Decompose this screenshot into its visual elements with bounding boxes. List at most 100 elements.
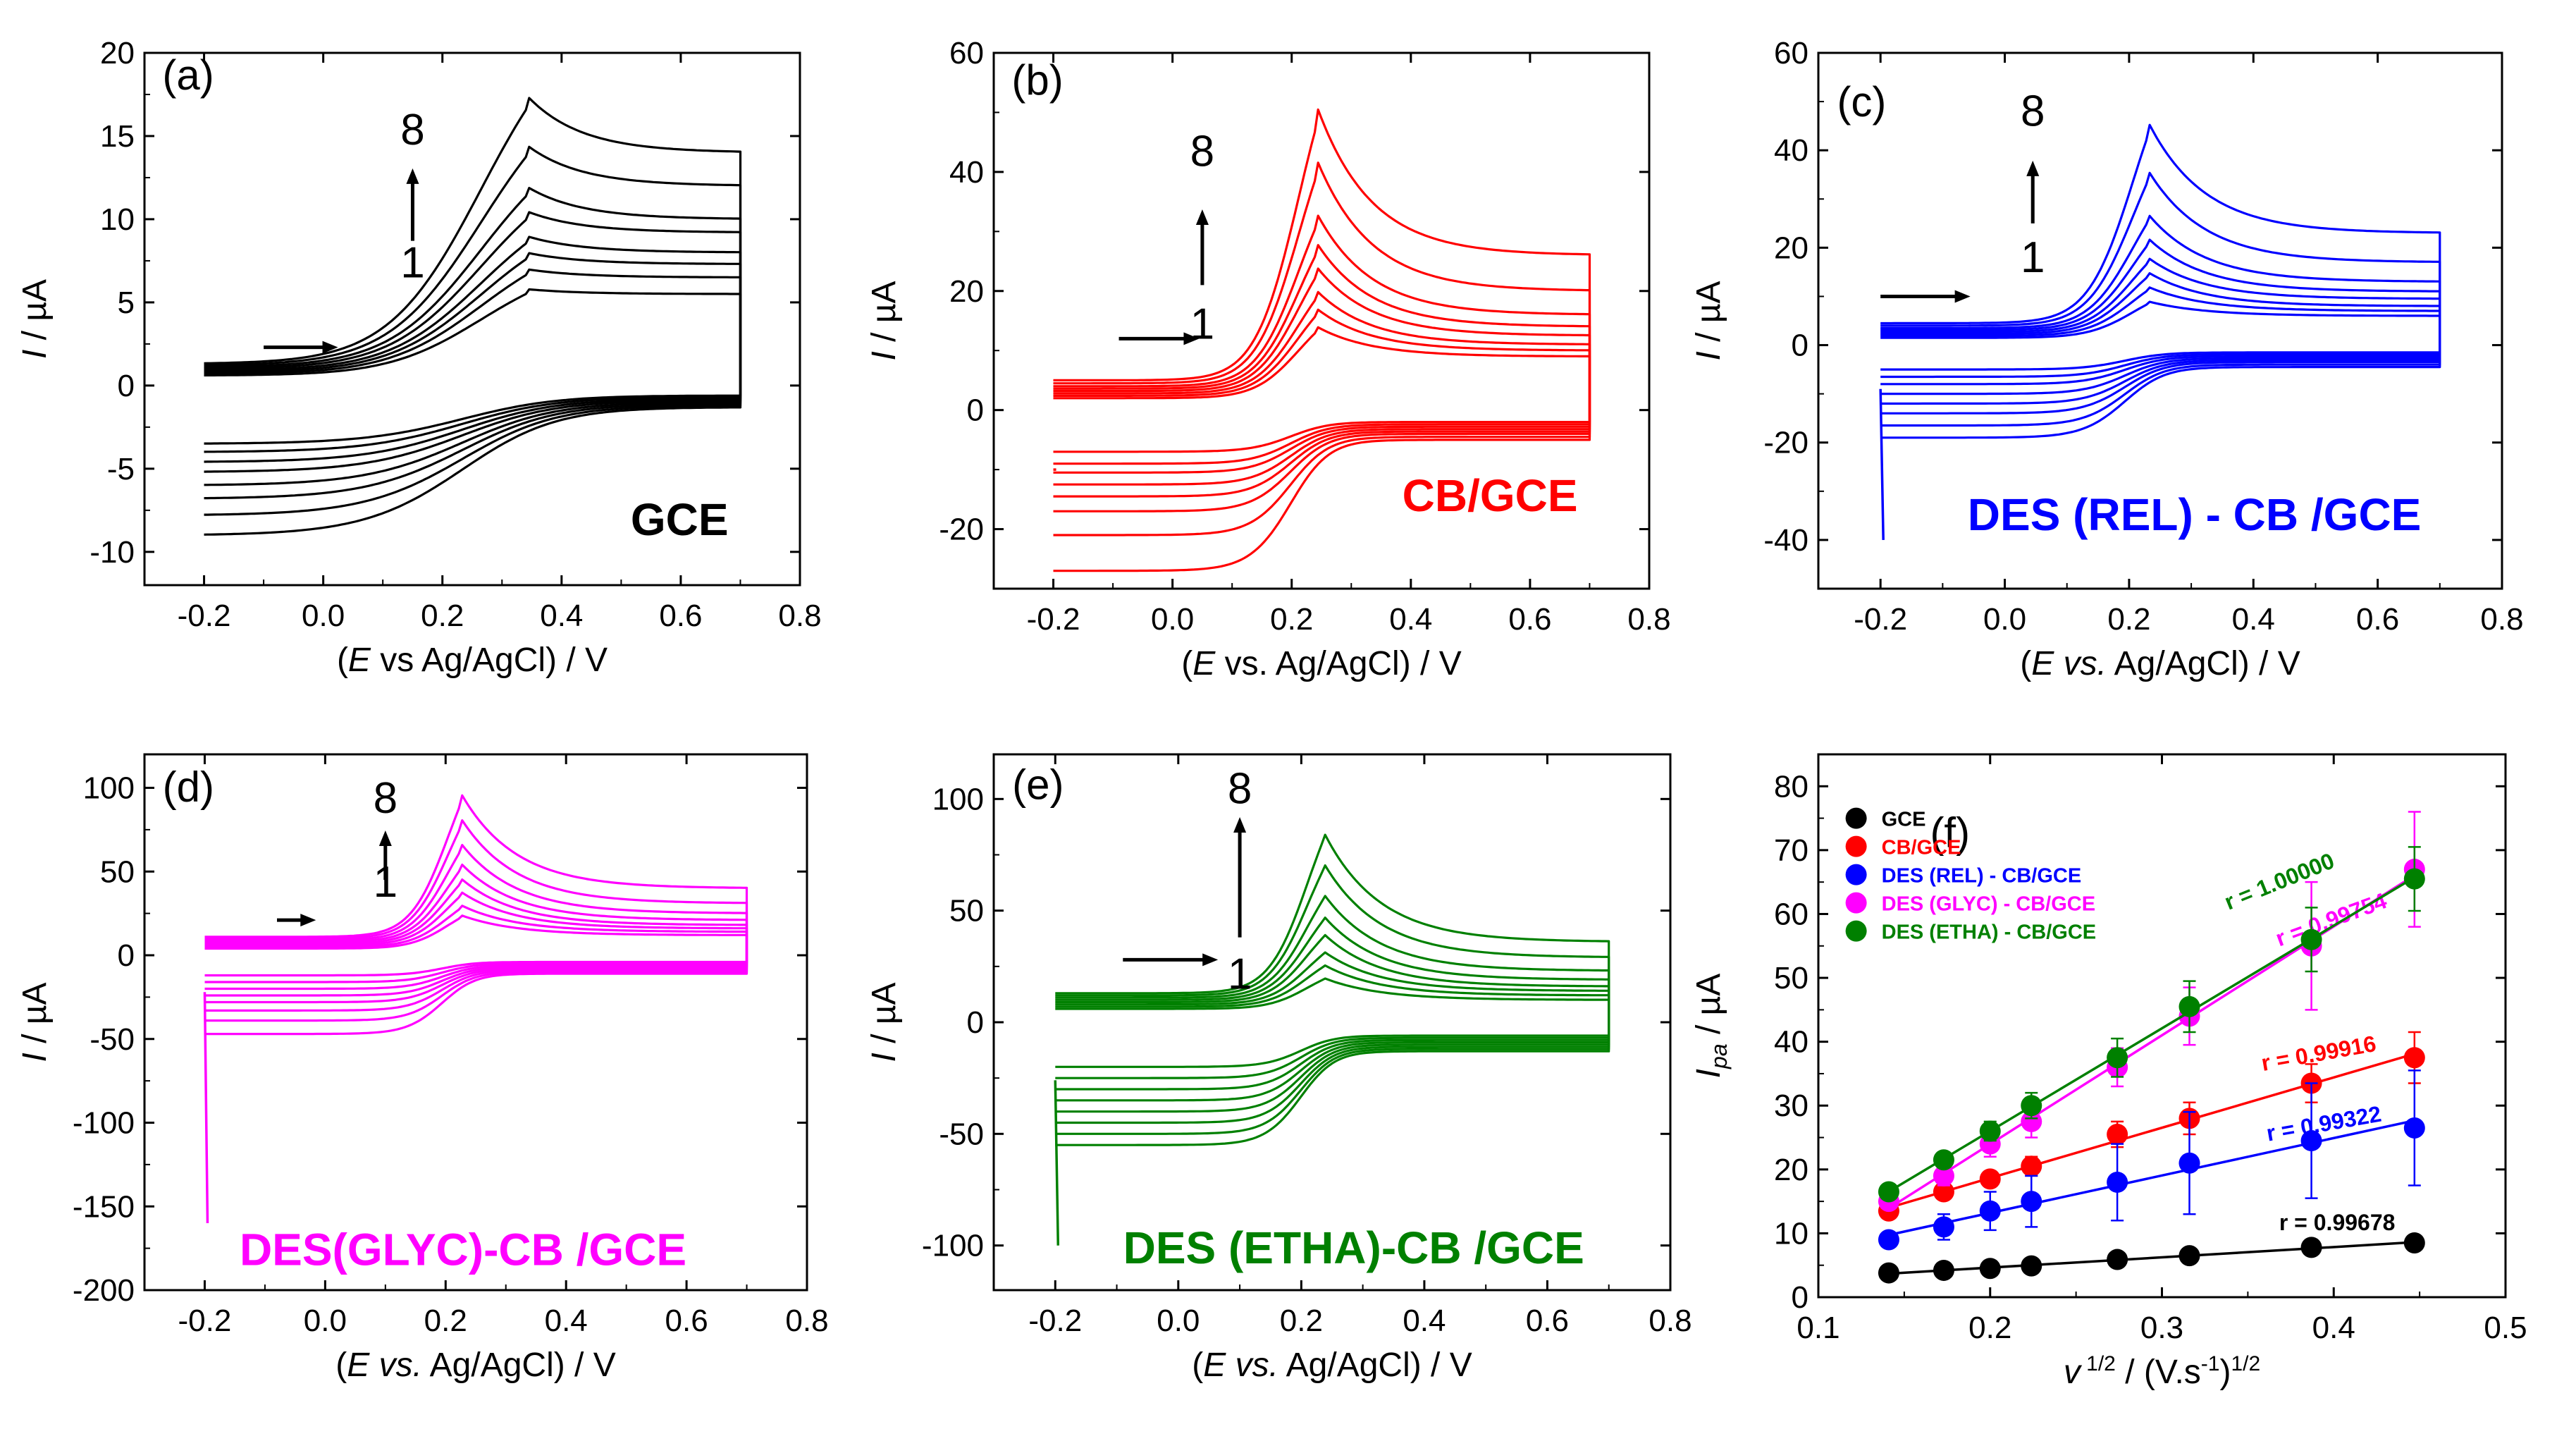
data-point xyxy=(1933,1149,1954,1171)
scan-label-low: 1 xyxy=(400,239,424,288)
data-point xyxy=(1979,1120,2001,1142)
data-point xyxy=(2403,1047,2425,1069)
legend-marker xyxy=(1845,920,1867,942)
scan-arrow-up-head xyxy=(1233,817,1247,833)
y-tick-label: 100 xyxy=(932,782,984,816)
x-axis-label-part: vs. xyxy=(2064,645,2107,682)
x-tick-label: 0.4 xyxy=(1389,602,1432,637)
x-tick-label: 0.6 xyxy=(659,599,702,633)
y-tick-label: 20 xyxy=(100,36,135,70)
cv-curves xyxy=(1054,833,1610,1246)
scan-arrow-up-head xyxy=(406,168,419,184)
fit-line xyxy=(1888,1119,2415,1237)
scan-label-low: 1 xyxy=(1228,950,1252,999)
x-axis-label-part: ( xyxy=(2020,645,2031,682)
electrode-title: CB/GCE xyxy=(1403,470,1578,521)
cv-curves xyxy=(204,97,742,536)
y-axis-label-part: / µA xyxy=(865,982,903,1053)
y-tick-label: 40 xyxy=(1774,1025,1808,1060)
x-axis-label-part: ( xyxy=(1181,645,1193,682)
x-tick-label: 0.2 xyxy=(2107,602,2150,637)
y-tick-label: 60 xyxy=(949,36,984,70)
data-point xyxy=(1933,1216,1954,1238)
cv-start-spike xyxy=(203,992,209,1224)
cv-curve-8 xyxy=(204,97,742,536)
correlation-label: r = 0.99754 xyxy=(2272,888,2390,951)
plot-border xyxy=(992,51,1651,590)
scan-label-high: 8 xyxy=(1190,127,1214,176)
data-point xyxy=(1979,1258,2001,1280)
x-axis-label-part: E xyxy=(1203,1347,1226,1384)
scan-arrow-up-head xyxy=(2026,160,2040,176)
data-point xyxy=(1979,1168,2001,1190)
x-axis-label-part: ( xyxy=(335,1347,347,1384)
y-axis-label-part: / µA xyxy=(1690,281,1727,351)
data-point xyxy=(2107,1124,2128,1145)
x-axis-label-part: ( xyxy=(1192,1347,1203,1384)
panel-label: (b) xyxy=(1011,56,1063,104)
x-axis-label: (E vs. Ag/AgCl) / V xyxy=(2020,645,2300,682)
x-tick-label: 0.2 xyxy=(1280,1304,1323,1338)
data-point xyxy=(2403,1232,2425,1253)
scan-label-low: 1 xyxy=(2021,233,2045,282)
data-point xyxy=(1878,1229,1899,1251)
y-axis-label-part: I xyxy=(865,1053,903,1062)
x-tick-label: 0.8 xyxy=(785,1304,828,1338)
scan-arrow-up-head xyxy=(1195,209,1209,225)
scan-arrow-up-head xyxy=(378,830,392,846)
axes-frame-f: 0.1 0.2 0.3 0.4 0.5 0 10 20 30 40 50 60 70 80 xyxy=(1774,753,2527,1345)
data-point xyxy=(2178,1245,2200,1267)
scan-label-high: 8 xyxy=(374,774,398,823)
y-axis-label-part: I xyxy=(1690,351,1727,360)
panel-label: (a) xyxy=(162,51,214,99)
y-axis-label: I / µA xyxy=(865,982,903,1062)
axes-frame-d: -0.2 0.0 0.2 0.4 0.6 0.8 -200 -150 -100 -50 0 50 100 xyxy=(73,753,829,1338)
data-point xyxy=(1878,1262,1899,1284)
x-tick-label: 0.2 xyxy=(1270,602,1313,637)
x-axis-label-part: ( xyxy=(337,642,348,679)
data-point xyxy=(2107,1047,2128,1069)
y-tick-label: -50 xyxy=(939,1117,984,1151)
y-axis-label: Ipa / µA xyxy=(1690,974,1732,1079)
x-axis-label: v 1/2 / (V.s-1)1/2 xyxy=(2064,1352,2260,1391)
x-axis-label-part: -1 xyxy=(2201,1352,2220,1375)
x-axis-label-part: E xyxy=(348,642,371,679)
y-tick-label: -20 xyxy=(1763,426,1808,460)
y-tick-label: 50 xyxy=(100,854,135,889)
y-tick-label: 80 xyxy=(1774,769,1808,804)
y-tick-label: 0 xyxy=(118,938,135,973)
y-tick-label: -20 xyxy=(939,513,984,547)
scan-direction-arrow-head xyxy=(1202,953,1219,967)
cv-curve-8 xyxy=(1880,123,2441,439)
x-tick-label: 0.2 xyxy=(1968,1311,2011,1345)
legend-marker xyxy=(1845,807,1867,829)
x-axis-label: (E vs. Ag/AgCl) / V xyxy=(1181,645,1461,682)
x-tick-label: 0.6 xyxy=(1526,1304,1569,1338)
x-axis-label-part: vs Ag/AgCl) / V xyxy=(371,642,608,679)
y-tick-label: -100 xyxy=(922,1229,984,1263)
legend-label: DES (REL) - CB/GCE xyxy=(1882,865,2082,888)
cv-curve-8 xyxy=(1053,108,1591,572)
data-point xyxy=(2403,868,2425,890)
x-tick-label: 0.0 xyxy=(1983,602,2026,637)
x-tick-label: 0.3 xyxy=(2140,1311,2183,1345)
y-axis-label-part: / µA xyxy=(16,279,54,350)
correlation-label: r = 1.00000 xyxy=(2221,848,2338,915)
y-tick-label: 50 xyxy=(949,894,984,928)
x-axis-label-part: E xyxy=(2031,645,2054,682)
y-tick-label: 50 xyxy=(1774,961,1808,995)
y-tick-label: 0 xyxy=(967,1005,984,1040)
panel-label: (d) xyxy=(163,764,214,811)
y-axis-label-part: / µA xyxy=(865,281,903,351)
electrode-title: DES (ETHA)-CB /GCE xyxy=(1123,1222,1584,1273)
electrode-title: DES(GLYC)-CB /GCE xyxy=(240,1224,686,1275)
data-point xyxy=(2300,1130,2322,1152)
axes-frame-a: -0.2 0.0 0.2 0.4 0.6 0.8 -10 -5 0 5 10 15 20 xyxy=(90,36,821,633)
electrode-title: DES (REL) - CB /GCE xyxy=(1968,489,2422,540)
x-axis-label-part: vs. xyxy=(379,1347,422,1384)
cv-curves xyxy=(203,794,748,1224)
y-axis-label-part: I xyxy=(16,1053,54,1062)
x-axis-label-part: vs. Ag/AgCl) / V xyxy=(1215,645,1461,682)
